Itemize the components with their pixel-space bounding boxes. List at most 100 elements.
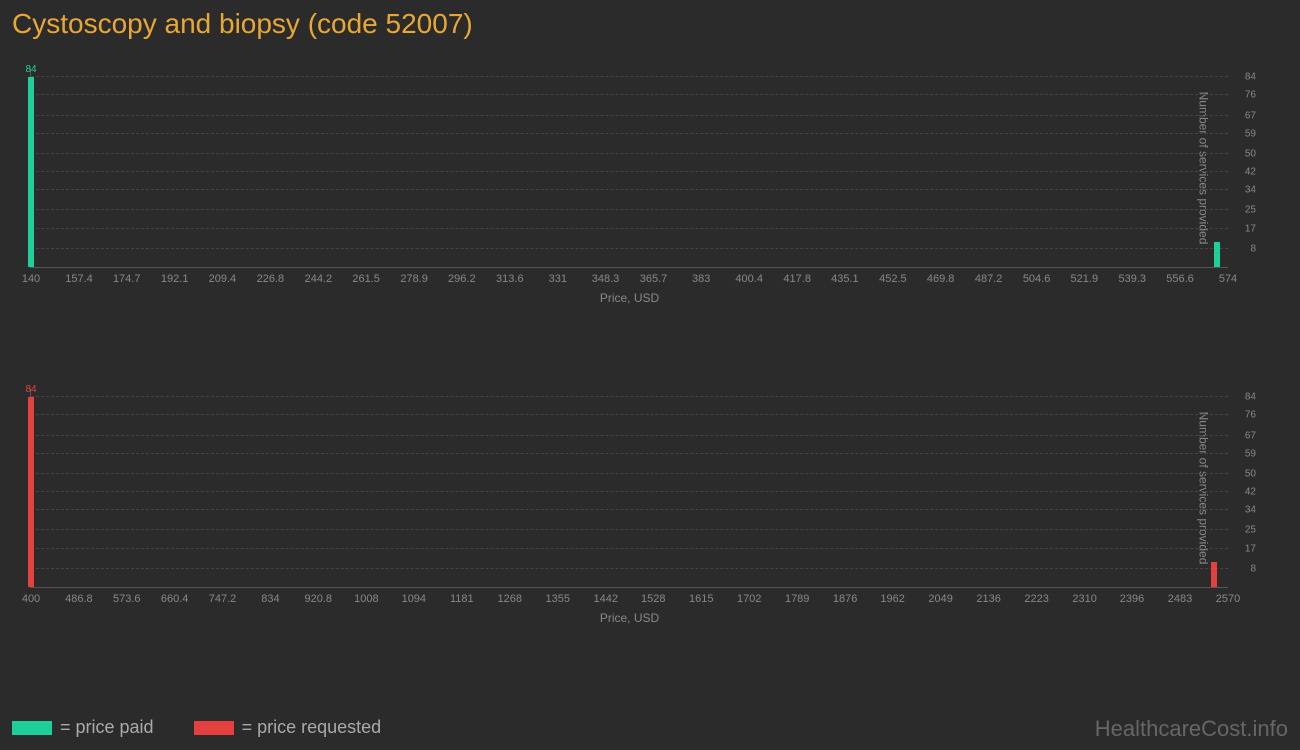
gridline — [31, 473, 1228, 474]
x-tick: 660.4 — [161, 593, 189, 605]
chart-price-paid: Price, USD Number of services provided 8… — [12, 48, 1288, 308]
y-tick: 17 — [1245, 543, 1256, 554]
x-tick: 313.6 — [496, 273, 524, 285]
gridline — [31, 171, 1228, 172]
y-tick: 34 — [1245, 505, 1256, 516]
x-tick: 1442 — [594, 593, 618, 605]
gridline — [31, 435, 1228, 436]
x-tick: 244.2 — [305, 273, 333, 285]
x-tick: 192.1 — [161, 273, 189, 285]
x-tick: 365.7 — [640, 273, 668, 285]
y-tick: 50 — [1245, 148, 1256, 159]
x-tick: 1702 — [737, 593, 761, 605]
gridline — [31, 228, 1228, 229]
y-tick: 50 — [1245, 468, 1256, 479]
x-tick: 521.9 — [1071, 273, 1099, 285]
gridline — [31, 414, 1228, 415]
x-tick: 539.3 — [1119, 273, 1147, 285]
y-tick: 59 — [1245, 448, 1256, 459]
legend-swatch-paid — [12, 721, 52, 735]
x-tick: 209.4 — [209, 273, 237, 285]
gridline — [31, 509, 1228, 510]
x-tick: 1962 — [880, 593, 904, 605]
x-tick: 573.6 — [113, 593, 141, 605]
x-tick: 1355 — [546, 593, 570, 605]
y-tick: 76 — [1245, 90, 1256, 101]
y-tick: 25 — [1245, 525, 1256, 536]
y-tick: 25 — [1245, 205, 1256, 216]
x-tick: 834 — [261, 593, 279, 605]
bar — [1214, 242, 1220, 267]
x-tick: 2570 — [1216, 593, 1240, 605]
gridline — [31, 248, 1228, 249]
x-tick: 747.2 — [209, 593, 237, 605]
gridline — [31, 529, 1228, 530]
x-tick: 556.6 — [1166, 273, 1194, 285]
x-tick: 1094 — [402, 593, 426, 605]
x-tick: 140 — [22, 273, 40, 285]
gridline — [31, 153, 1228, 154]
x-tick: 296.2 — [448, 273, 476, 285]
x-tick: 174.7 — [113, 273, 141, 285]
gridline — [31, 209, 1228, 210]
x-tick: 487.2 — [975, 273, 1003, 285]
legend: = price paid = price requested — [12, 717, 381, 738]
x-tick: 504.6 — [1023, 273, 1051, 285]
gridline — [31, 453, 1228, 454]
watermark: HealthcareCost.info — [1095, 716, 1288, 742]
x-axis-label-paid: Price, USD — [600, 291, 659, 305]
x-tick: 2136 — [976, 593, 1000, 605]
x-tick: 157.4 — [65, 273, 93, 285]
y-tick: 59 — [1245, 128, 1256, 139]
page-title: Cystoscopy and biopsy (code 52007) — [0, 0, 1300, 48]
x-tick: 1268 — [498, 593, 522, 605]
y-tick: 76 — [1245, 410, 1256, 421]
gridline — [31, 396, 1228, 397]
x-tick: 278.9 — [400, 273, 428, 285]
x-tick: 261.5 — [352, 273, 380, 285]
gridline — [31, 491, 1228, 492]
bar — [28, 77, 34, 267]
chart-price-requested: Price, USD Number of services provided 8… — [12, 368, 1288, 628]
x-tick: 452.5 — [879, 273, 907, 285]
x-tick: 2049 — [928, 593, 952, 605]
plot-area-requested: Price, USD Number of services provided 8… — [30, 388, 1228, 588]
y-tick: 67 — [1245, 430, 1256, 441]
x-tick: 2483 — [1168, 593, 1192, 605]
x-tick: 331 — [549, 273, 567, 285]
x-tick: 400.4 — [735, 273, 763, 285]
x-tick: 486.8 — [65, 593, 93, 605]
x-tick: 1528 — [641, 593, 665, 605]
bar — [28, 397, 34, 587]
legend-label-paid: = price paid — [60, 717, 154, 738]
x-tick: 1789 — [785, 593, 809, 605]
x-tick: 1181 — [450, 593, 474, 605]
bar — [1211, 562, 1217, 587]
gridline — [31, 133, 1228, 134]
x-tick: 574 — [1219, 273, 1237, 285]
x-tick: 2223 — [1024, 593, 1048, 605]
gridline — [31, 94, 1228, 95]
gridline — [31, 115, 1228, 116]
gridline — [31, 568, 1228, 569]
y-tick: 84 — [1245, 392, 1256, 403]
x-tick: 417.8 — [783, 273, 811, 285]
y-tick: 8 — [1250, 243, 1256, 254]
legend-item-requested: = price requested — [194, 717, 382, 738]
x-tick: 1876 — [833, 593, 857, 605]
y-tick: 42 — [1245, 487, 1256, 498]
x-tick: 348.3 — [592, 273, 620, 285]
gridline — [31, 76, 1228, 77]
x-tick: 226.8 — [257, 273, 285, 285]
x-tick: 400 — [22, 593, 40, 605]
x-tick: 2396 — [1120, 593, 1144, 605]
gridline — [31, 189, 1228, 190]
x-tick: 435.1 — [831, 273, 859, 285]
x-tick: 2310 — [1072, 593, 1096, 605]
bar-value-label: 84 — [25, 384, 36, 395]
x-tick: 1008 — [354, 593, 378, 605]
legend-swatch-requested — [194, 721, 234, 735]
x-tick: 1615 — [689, 593, 713, 605]
x-tick: 469.8 — [927, 273, 955, 285]
y-tick: 8 — [1250, 563, 1256, 574]
